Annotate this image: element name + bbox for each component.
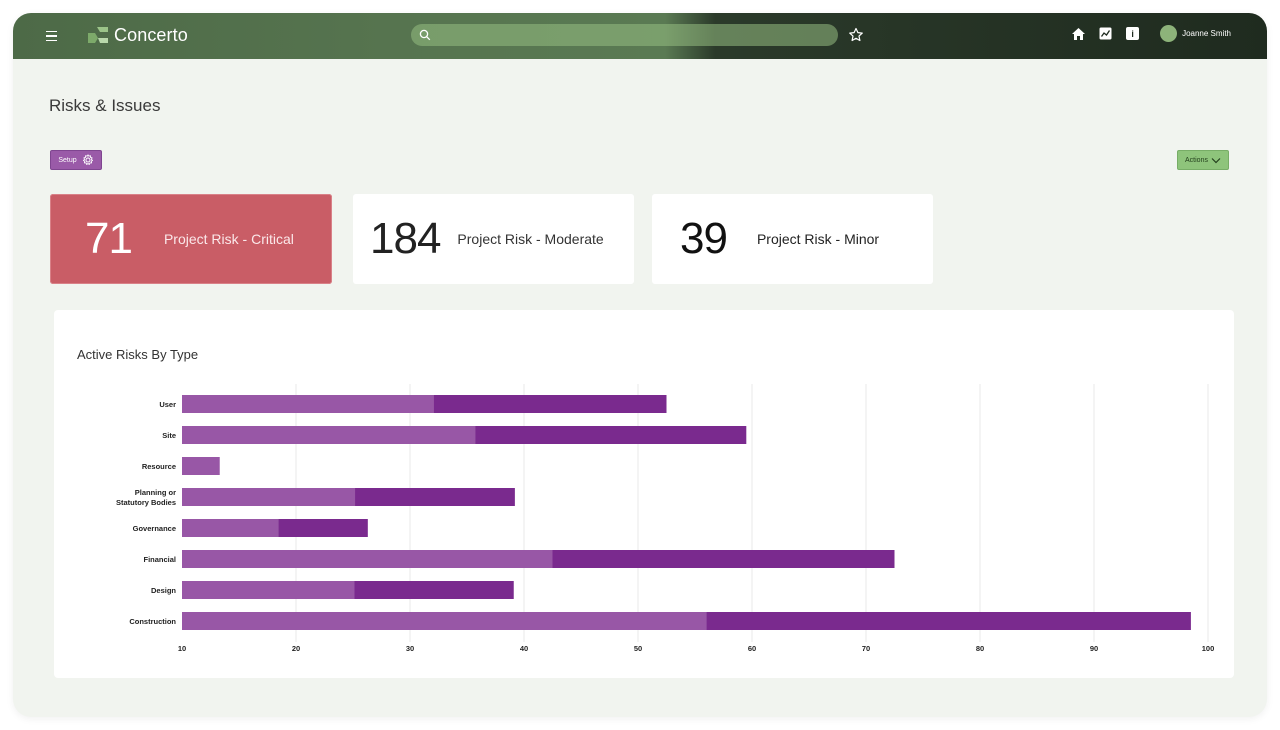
x-tick-label: 10 — [178, 644, 186, 653]
category-label: Resource — [142, 462, 176, 471]
home-icon[interactable] — [1071, 26, 1086, 41]
bar-planning-or-statutory-bodies[interactable] — [182, 488, 515, 506]
avatar — [1160, 25, 1178, 42]
chevron-down-icon — [1211, 157, 1221, 163]
actions-button-label: Actions — [1185, 156, 1208, 164]
category-label: Financial — [143, 555, 176, 564]
bar-user[interactable] — [182, 395, 667, 413]
x-tick-label: 60 — [748, 644, 756, 653]
app-logo[interactable]: Concerto — [87, 24, 188, 46]
bar-highlight — [182, 612, 707, 630]
bar-financial[interactable] — [182, 550, 895, 568]
bar-design[interactable] — [182, 581, 514, 599]
user-name: Joanne Smith — [1182, 29, 1231, 38]
x-tick-label: 30 — [406, 644, 414, 653]
category-label: Planning or Statutory Bodies — [116, 488, 176, 507]
top-right-toolbar: i Joanne Smith — [1071, 25, 1231, 42]
x-tick-label: 20 — [292, 644, 300, 653]
user-menu[interactable]: Joanne Smith — [1160, 25, 1231, 42]
x-tick-label: 50 — [634, 644, 642, 653]
minor-risk-card[interactable]: 39 Project Risk - Minor — [652, 194, 933, 284]
moderate-risk-label: Project Risk - Moderate — [457, 231, 604, 247]
critical-risk-card[interactable]: 71 Project Risk - Critical — [50, 194, 332, 284]
category-label: Construction — [129, 617, 176, 626]
x-tick-label: 70 — [862, 644, 870, 653]
top-navigation-bar: Concerto — [13, 13, 1267, 59]
bar-highlight — [182, 581, 355, 599]
search-bar[interactable] — [411, 24, 838, 46]
app-window: Concerto — [13, 13, 1267, 717]
search-input[interactable] — [437, 28, 827, 42]
bar-construction[interactable] — [182, 612, 1191, 630]
info-icon[interactable]: i — [1125, 26, 1140, 41]
minor-risk-count: 39 — [680, 214, 728, 263]
moderate-risk-card[interactable]: 184 Project Risk - Moderate — [353, 194, 634, 284]
concerto-logo-icon — [88, 27, 108, 43]
bar-highlight — [182, 488, 356, 506]
bar-highlight — [182, 457, 220, 475]
app-name: Concerto — [114, 24, 188, 45]
x-tick-label: 90 — [1090, 644, 1098, 653]
gear-icon — [82, 154, 93, 165]
active-risks-bar-chart: 10 20 30 40 50 60 70 80 90 100 User Site Resource Pla… — [116, 384, 1215, 653]
critical-risk-count: 71 — [85, 214, 133, 263]
setup-button[interactable]: Setup — [50, 150, 102, 170]
x-tick-label: 40 — [520, 644, 528, 653]
bar-resource[interactable] — [182, 457, 220, 475]
moderate-risk-count: 184 — [370, 214, 441, 263]
bar-highlight — [182, 519, 279, 537]
chart-title: Active Risks By Type — [77, 347, 199, 362]
bar-governance[interactable] — [182, 519, 368, 537]
bar-highlight — [182, 550, 553, 568]
bar-highlight — [182, 395, 434, 413]
x-tick-label: 80 — [976, 644, 984, 653]
category-label: Design — [151, 586, 176, 595]
x-tick-label: 100 — [1202, 644, 1215, 653]
category-label: User — [159, 400, 176, 409]
favorite-star-icon[interactable] — [848, 27, 864, 48]
bar-highlight — [182, 426, 476, 444]
setup-button-label: Setup — [58, 156, 77, 164]
page-title: Risks & Issues — [49, 96, 161, 115]
category-label: Governance — [133, 524, 176, 533]
category-label: Site — [162, 431, 176, 440]
bar-site[interactable] — [182, 426, 747, 444]
actions-button[interactable]: Actions — [1177, 150, 1229, 170]
chart-icon[interactable] — [1098, 26, 1113, 41]
active-risks-chart-panel: Active Risks By Type 10 20 30 40 50 60 70 80 90 1… — [54, 310, 1234, 678]
minor-risk-label: Project Risk - Minor — [756, 231, 880, 247]
search-icon — [419, 29, 431, 41]
menu-icon[interactable] — [46, 28, 62, 44]
critical-risk-label: Project Risk - Critical — [163, 231, 294, 247]
